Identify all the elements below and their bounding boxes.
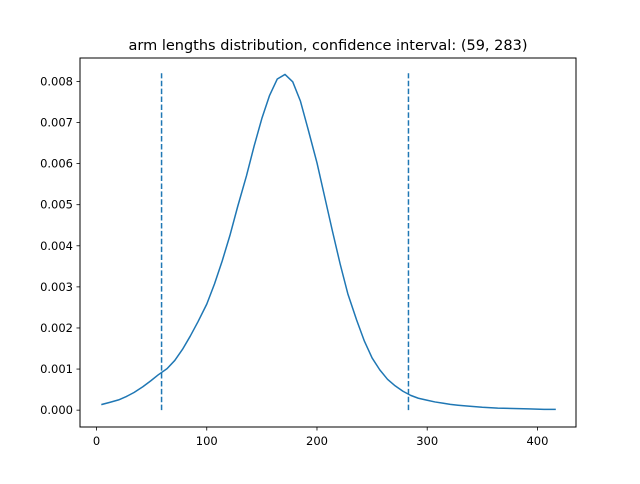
x-tick-label: 100 (196, 434, 218, 448)
x-tick-label: 0 (93, 434, 100, 448)
y-tick-label: 0.008 (40, 74, 73, 88)
series-line-density (101, 73, 556, 411)
y-tick-label: 0.006 (40, 157, 73, 171)
chart-title: arm lengths distribution, confidence int… (129, 38, 528, 54)
plot-lines (101, 73, 556, 411)
y-tick-label: 0.000 (40, 403, 73, 417)
y-tick-label: 0.004 (40, 239, 73, 253)
y-axis: 0.000 0.001 0.002 0.003 0.004 0.005 0.006 0.007… (40, 74, 80, 417)
x-tick-label: 400 (526, 434, 548, 448)
x-axis: 0 100 200 300 400 (93, 427, 548, 448)
x-tick-label: 200 (306, 434, 328, 448)
axes-frame (79, 57, 577, 428)
y-tick-label: 0.003 (40, 280, 73, 294)
y-tick-label: 0.007 (40, 116, 73, 130)
y-tick-label: 0.001 (40, 362, 73, 376)
y-tick-label: 0.005 (40, 198, 73, 212)
x-tick-label: 300 (416, 434, 438, 448)
y-tick-label: 0.002 (40, 321, 73, 335)
